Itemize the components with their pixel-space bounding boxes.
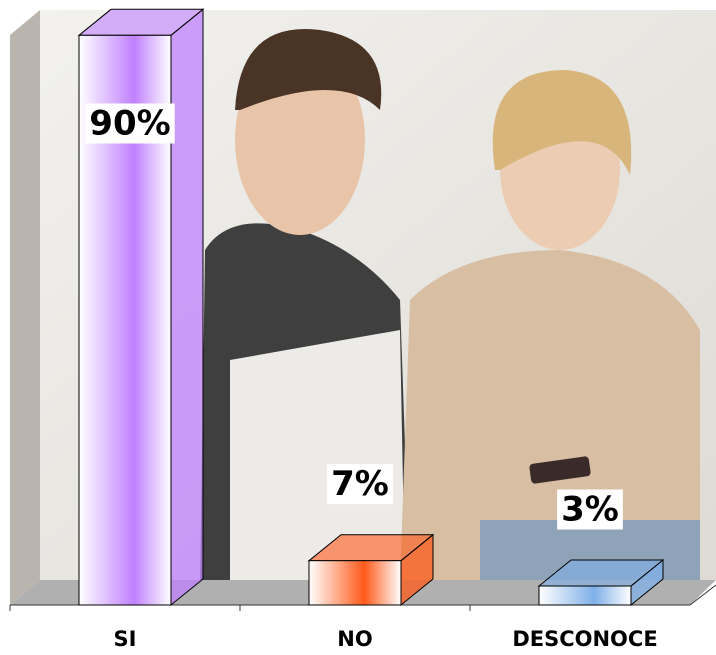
x-tick-label: DESCONOCE [512, 627, 657, 651]
bar [538, 585, 632, 606]
value-label: 90% [89, 104, 170, 144]
bar [308, 560, 402, 606]
value-label: 7% [331, 464, 389, 504]
bar-side [170, 8, 204, 607]
x-tick-label: NO [337, 627, 372, 651]
value-label-box [85, 103, 175, 144]
value-label-box [327, 464, 393, 505]
value-label-box [557, 489, 623, 530]
x-tick-label: SI [114, 627, 137, 651]
x-axis-depth [689, 584, 716, 606]
background-photo [10, 10, 716, 605]
value-label: 3% [561, 490, 619, 530]
